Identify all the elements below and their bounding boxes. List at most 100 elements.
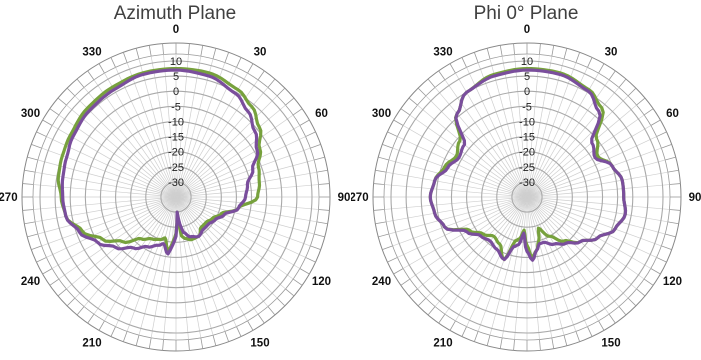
angle-tick [486, 48, 491, 59]
radial-spoke [425, 95, 528, 198]
radial-spoke [74, 95, 177, 198]
angle-tick-label: 270 [351, 192, 369, 204]
radial-tick-label: -5 [522, 101, 532, 113]
radial-spoke [175, 196, 269, 307]
angle-tick [417, 87, 427, 97]
radial-spoke [388, 196, 528, 235]
angle-tick [387, 131, 398, 137]
radial-tick-label: 0 [173, 86, 179, 98]
angle-tick [486, 335, 491, 346]
angle-tick [110, 326, 116, 337]
angle-tick [292, 108, 303, 116]
radial-spoke [466, 196, 528, 327]
radial-spoke [526, 125, 652, 198]
angle-tick [438, 70, 446, 81]
angle-tick [618, 306, 627, 316]
angle-tick [87, 313, 95, 324]
radial-spoke [138, 196, 177, 336]
angle-tick [461, 57, 467, 68]
angle-tick [110, 57, 116, 68]
radial-spoke [455, 196, 528, 322]
radial-spoke [526, 196, 588, 327]
angle-tick [461, 326, 467, 337]
angle-tick [650, 119, 661, 126]
angle-tick [122, 331, 128, 342]
radial-tick-label: -10 [519, 116, 535, 128]
angle-tick [224, 331, 230, 342]
angle-tick [375, 221, 387, 225]
radial-spoke [526, 196, 610, 315]
radial-spoke [93, 79, 177, 198]
radial-spoke [501, 56, 528, 198]
angle-tick [212, 335, 217, 346]
radial-spoke [51, 196, 177, 269]
angle-tick [650, 268, 661, 275]
angle-tick [408, 288, 418, 297]
angle-tick [375, 169, 387, 173]
angle-tick [373, 209, 385, 211]
angle-tick [417, 297, 427, 307]
radial-spoke [397, 196, 528, 258]
radial-spoke [175, 196, 248, 322]
angle-tick [98, 63, 105, 74]
radial-spoke [526, 72, 599, 198]
angle-tick-label: 90 [689, 192, 701, 204]
radial-spoke [175, 147, 311, 198]
angle-tick-label: 60 [315, 108, 328, 120]
radial-spoke [175, 114, 294, 198]
angle-tick [513, 339, 515, 351]
radial-spoke [46, 196, 177, 258]
angle-tick [539, 339, 541, 351]
angle-tick-label: 120 [663, 276, 682, 288]
angle-tick [661, 245, 672, 251]
radial-spoke [489, 58, 528, 198]
radial-spoke [526, 136, 657, 198]
radial-tick-label: -25 [519, 162, 535, 174]
radial-spoke [175, 56, 202, 198]
radial-spoke [425, 196, 528, 299]
radial-spoke [175, 104, 286, 198]
angle-tick [87, 70, 95, 81]
grid-ring [496, 166, 558, 228]
radial-spoke [455, 72, 528, 198]
radial-spoke [58, 196, 177, 280]
radial-spoke [388, 159, 528, 198]
radial-spoke [175, 196, 315, 235]
angle-tick [188, 43, 190, 55]
angle-tick-label: 0 [173, 24, 179, 36]
radial-spoke [466, 67, 528, 198]
radial-spoke [526, 114, 645, 198]
angle-tick-label: 240 [372, 276, 391, 288]
radial-spoke [37, 196, 177, 235]
radial-spoke [175, 196, 237, 327]
radial-spoke [526, 54, 540, 198]
angle-tick-label: 240 [21, 276, 40, 288]
angle-tick [318, 209, 330, 211]
angle-tick [257, 70, 265, 81]
angle-tick [148, 337, 152, 349]
radial-spoke [138, 58, 177, 198]
angle-tick [427, 78, 436, 88]
radial-spoke [514, 196, 528, 340]
angle-tick [575, 331, 581, 342]
radial-spoke [402, 125, 528, 198]
angle-tick-label: 60 [666, 108, 679, 120]
angle-tick [499, 45, 503, 57]
angle-tick [267, 306, 276, 316]
radial-spoke [83, 196, 177, 307]
radial-spoke [526, 67, 588, 198]
angle-tick [608, 70, 616, 81]
angle-tick [382, 245, 393, 251]
radial-spoke [526, 196, 620, 307]
angle-tick [36, 257, 47, 263]
chart-title: Azimuth Plane [113, 3, 237, 24]
radial-spoke [526, 196, 662, 247]
radial-spoke [115, 196, 177, 327]
radial-spoke [444, 196, 528, 315]
radial-spoke [526, 196, 668, 223]
radial-spoke [526, 196, 577, 332]
radial-spoke [35, 196, 177, 223]
angle-tick [400, 278, 411, 286]
radial-tick-label: 0 [524, 86, 530, 98]
radial-spoke [384, 184, 528, 198]
